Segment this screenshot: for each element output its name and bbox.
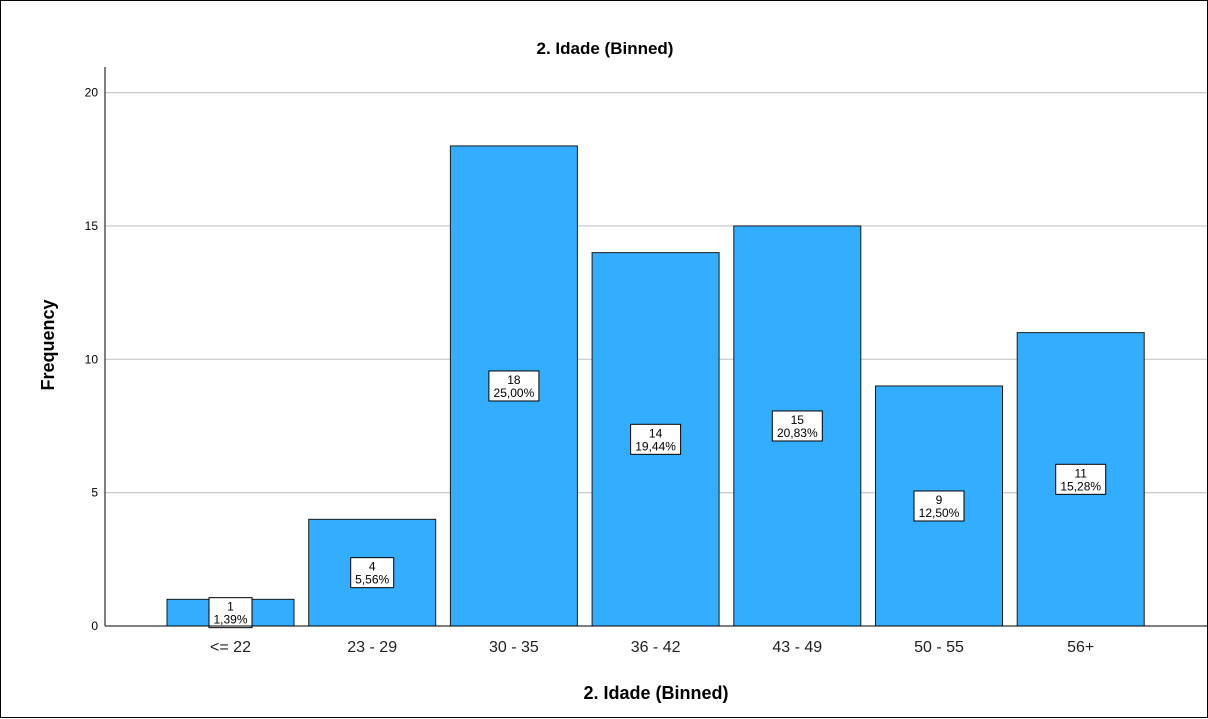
axes: 0 5 10 15 20 <= 22 23 - 29 30 - 35 36 - 42 43 - 4… xyxy=(85,67,1207,656)
data-label-percent: 15,28% xyxy=(1060,479,1101,493)
y-axis-label: Frequency xyxy=(38,299,58,390)
data-label-box xyxy=(488,370,540,402)
data-label-count: 4 xyxy=(369,560,376,574)
data-label-box xyxy=(350,557,395,589)
y-tick-label: 10 xyxy=(85,352,99,366)
x-tick-label: <= 22 xyxy=(210,639,251,656)
y-tick-label: 15 xyxy=(85,219,99,233)
data-label-count: 14 xyxy=(649,426,663,440)
data-label-percent: 19,44% xyxy=(635,439,676,453)
data-label-box xyxy=(771,410,823,442)
data-label-count: 18 xyxy=(507,373,521,387)
y-tick-label: 5 xyxy=(91,486,98,500)
x-axis-label: 2. Idade (Binned) xyxy=(583,683,728,703)
x-tick-label: 56+ xyxy=(1067,639,1094,656)
x-tick-label: 23 - 29 xyxy=(347,639,397,656)
data-label-percent: 1,39% xyxy=(213,613,247,627)
data-label-percent: 5,56% xyxy=(355,573,389,587)
x-tick-label: 36 - 42 xyxy=(631,639,681,656)
data-label-box xyxy=(630,423,682,455)
data-label-box xyxy=(913,490,965,522)
x-tick-label: 43 - 49 xyxy=(772,639,822,656)
data-label-box xyxy=(1055,463,1107,495)
data-label-percent: 12,50% xyxy=(919,506,960,520)
data-label-count: 11 xyxy=(1074,466,1087,480)
data-label-count: 9 xyxy=(936,493,943,507)
bars xyxy=(166,145,1145,627)
data-label-box xyxy=(208,597,253,629)
x-tick-label: 50 - 55 xyxy=(914,639,964,656)
data-label-percent: 25,00% xyxy=(494,386,535,400)
chart-title: 2. Idade (Binned) xyxy=(537,39,674,58)
data-label-percent: 20,83% xyxy=(777,426,818,440)
y-tick-label: 0 xyxy=(91,619,98,633)
y-tick-label: 20 xyxy=(85,86,99,100)
data-label-count: 1 xyxy=(227,600,234,614)
x-tick-label: 30 - 35 xyxy=(489,639,539,656)
data-label-count: 15 xyxy=(791,413,805,427)
